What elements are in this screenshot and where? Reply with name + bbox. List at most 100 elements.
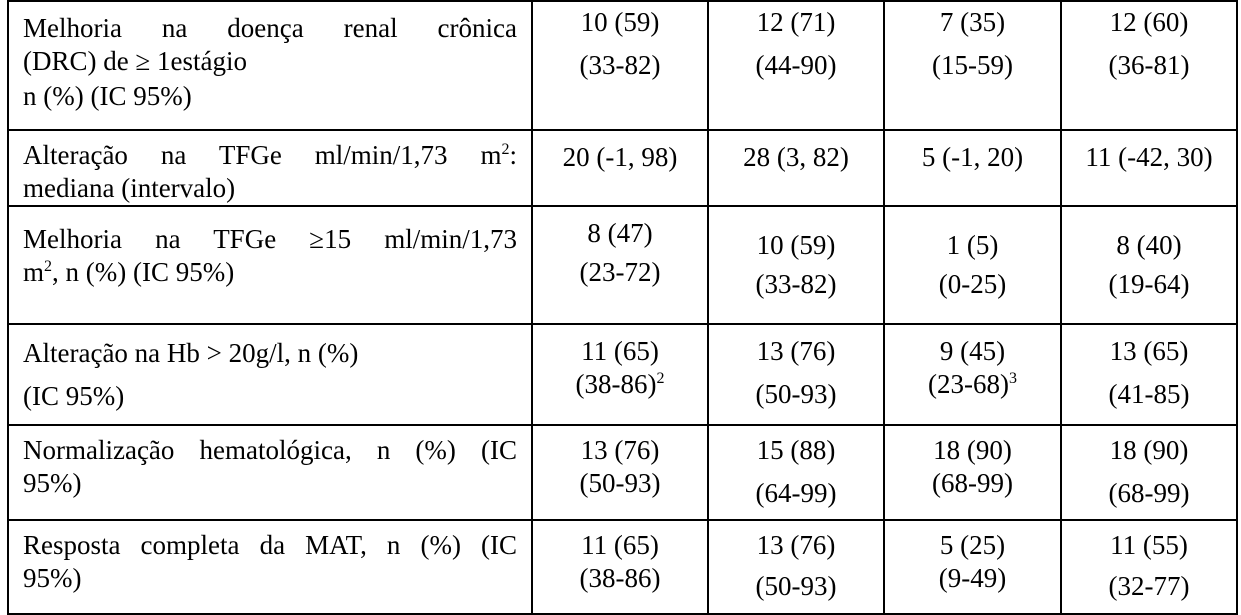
table-cell: 13 (76) (50-93) bbox=[531, 424, 709, 521]
superscript: 2 bbox=[501, 141, 510, 158]
table-cell: 11 (65) (38-86) bbox=[531, 519, 709, 615]
row-label: Melhoria na doença renal crônica (DRC) d… bbox=[7, 0, 533, 131]
cell-ci: (33-82) bbox=[755, 269, 837, 299]
cell-ci: (38-86) bbox=[579, 563, 661, 593]
cell-value: 15 (88) bbox=[756, 435, 836, 465]
row-label: Resposta completa da MAT, n (%) (IC 95%) bbox=[7, 519, 533, 615]
cell-value: 5 (25) bbox=[939, 530, 1006, 560]
cell-value: 18 (90) bbox=[1109, 435, 1189, 465]
table-cell: 7 (35) (15-59) bbox=[883, 0, 1062, 131]
cell-ci: (50-93) bbox=[579, 468, 661, 498]
table-cell: 12 (60) (36-81) bbox=[1060, 0, 1238, 131]
row-label-line: Alteração na Hb > 20g/l, n (%) bbox=[23, 338, 359, 368]
cell-value: 11 (-42, 30) bbox=[1085, 142, 1213, 172]
row-label-text: Alteração na TFGe ml/min/1,73 m bbox=[23, 140, 502, 170]
table-cell: 18 (90) (68-99) bbox=[1060, 424, 1238, 521]
cell-ci: (15-59) bbox=[932, 50, 1013, 80]
table-row: Melhoria na TFGe ≥15 ml/min/1,73 m2, n (… bbox=[7, 205, 1238, 325]
row-label-line: mediana (intervalo) bbox=[23, 173, 236, 203]
cell-ci: (64-99) bbox=[755, 478, 837, 508]
cell-ci: (50-93) bbox=[755, 379, 837, 409]
cell-value: 13 (65) bbox=[1109, 336, 1189, 366]
row-label-text: : bbox=[509, 140, 517, 170]
table-row: Alteração na TFGe ml/min/1,73 m2: median… bbox=[7, 129, 1238, 207]
table-row: Alteração na Hb > 20g/l, n (%) (IC 95%) … bbox=[7, 323, 1238, 426]
cell-value: 1 (5) bbox=[946, 230, 999, 260]
superscript: 2 bbox=[44, 258, 53, 275]
document-page: Melhoria na doença renal crônica (DRC) d… bbox=[7, 0, 1238, 615]
row-label: Alteração na Hb > 20g/l, n (%) (IC 95%) bbox=[7, 323, 533, 426]
cell-value: 18 (90) bbox=[933, 435, 1012, 465]
row-label-line: n (%) (IC 95%) bbox=[23, 81, 192, 111]
cell-value: 20 (-1, 98) bbox=[562, 142, 678, 172]
table-row: Melhoria na doença renal crônica (DRC) d… bbox=[7, 0, 1238, 131]
row-label-line: Resposta completa da MAT, n (%) (IC bbox=[23, 530, 517, 560]
cell-value: 5 (-1, 20) bbox=[921, 142, 1024, 172]
cell-value: 28 (3, 82) bbox=[743, 142, 849, 172]
cell-value: 12 (71) bbox=[756, 7, 836, 37]
table-cell: 10 (59) (33-82) bbox=[531, 0, 709, 131]
cell-ci: (38-86) bbox=[575, 369, 657, 399]
row-label-text: , n (%) (IC 95%) bbox=[52, 257, 235, 287]
cell-ci: (23-68) bbox=[928, 369, 1009, 399]
cell-value: 13 (76) bbox=[756, 530, 836, 560]
cell-value: 7 (35) bbox=[939, 7, 1006, 37]
cell-ci: (68-99) bbox=[1108, 478, 1190, 508]
table-cell: 18 (90) (68-99) bbox=[883, 424, 1062, 521]
cell-ci: (0-25) bbox=[938, 269, 1007, 299]
table-cell: 5 (25) (9-49) bbox=[883, 519, 1062, 615]
row-label-text: m bbox=[23, 257, 45, 287]
cell-value: 13 (76) bbox=[756, 336, 836, 366]
table-cell: 8 (47) (23-72) bbox=[531, 205, 709, 325]
results-table: Melhoria na doença renal crônica (DRC) d… bbox=[7, 0, 1238, 615]
cell-value: 12 (60) bbox=[1109, 7, 1189, 37]
table-row: Normalização hematológica, n (%) (IC 95%… bbox=[7, 424, 1238, 521]
cell-ci: (44-90) bbox=[755, 50, 837, 80]
row-label-line: (IC 95%) bbox=[23, 381, 125, 411]
row-label-line: Normalização hematológica, n (%) (IC bbox=[23, 435, 517, 465]
table-cell: 13 (76) (50-93) bbox=[707, 519, 885, 615]
cell-value: 10 (59) bbox=[756, 230, 836, 260]
cell-ci: (41-85) bbox=[1108, 379, 1190, 409]
table-cell: 12 (71) (44-90) bbox=[707, 0, 885, 131]
cell-ci: (50-93) bbox=[755, 571, 837, 601]
row-label-line: (DRC) de ≥ 1estágio bbox=[23, 46, 248, 76]
cell-value: 10 (59) bbox=[580, 7, 660, 37]
cell-value: 11 (65) bbox=[581, 336, 659, 366]
table-row: Resposta completa da MAT, n (%) (IC 95%)… bbox=[7, 519, 1238, 615]
cell-value: 13 (76) bbox=[580, 435, 660, 465]
cell-ci-line: (23-68)3 bbox=[885, 368, 1060, 401]
row-label: Alteração na TFGe ml/min/1,73 m2: median… bbox=[7, 129, 533, 207]
row-label-line: Melhoria na TFGe ≥15 ml/min/1,73 bbox=[23, 224, 517, 254]
table-cell: 13 (65) (41-85) bbox=[1060, 323, 1238, 426]
cell-value: 11 (55) bbox=[1110, 530, 1188, 560]
cell-ci: (68-99) bbox=[932, 468, 1013, 498]
table-cell: 1 (5) (0-25) bbox=[883, 205, 1062, 325]
table-cell: 28 (3, 82) bbox=[707, 129, 885, 207]
cell-value: 9 (45) bbox=[939, 336, 1006, 366]
table-cell: 8 (40) (19-64) bbox=[1060, 205, 1238, 325]
table-cell: 11 (55) (32-77) bbox=[1060, 519, 1238, 615]
cell-ci: (23-72) bbox=[579, 257, 661, 287]
table-cell: 20 (-1, 98) bbox=[531, 129, 709, 207]
cell-ci: (32-77) bbox=[1108, 571, 1190, 601]
cell-ci: (9-49) bbox=[938, 563, 1007, 593]
cell-ci: (19-64) bbox=[1108, 269, 1190, 299]
table-cell: 11 (65) (38-86)2 bbox=[531, 323, 709, 426]
cell-value: 8 (47) bbox=[587, 218, 653, 248]
cell-value: 11 (65) bbox=[581, 530, 659, 560]
table-cell: 13 (76) (50-93) bbox=[707, 323, 885, 426]
table-cell: 5 (-1, 20) bbox=[883, 129, 1062, 207]
cell-ci: (36-81) bbox=[1108, 50, 1190, 80]
row-label-line: Melhoria na doença renal crônica bbox=[23, 13, 517, 43]
row-label-line: Alteração na TFGe ml/min/1,73 m2: bbox=[23, 139, 517, 172]
table-cell: 10 (59) (33-82) bbox=[707, 205, 885, 325]
row-label: Normalização hematológica, n (%) (IC 95%… bbox=[7, 424, 533, 521]
row-label-line: 95%) bbox=[23, 468, 82, 498]
footnote-marker: 3 bbox=[1008, 370, 1017, 387]
cell-ci-line: (38-86)2 bbox=[533, 368, 707, 401]
cell-value: 8 (40) bbox=[1116, 230, 1182, 260]
cell-ci: (33-82) bbox=[579, 50, 661, 80]
row-label-line: 95%) bbox=[23, 563, 82, 593]
footnote-marker: 2 bbox=[656, 370, 665, 387]
